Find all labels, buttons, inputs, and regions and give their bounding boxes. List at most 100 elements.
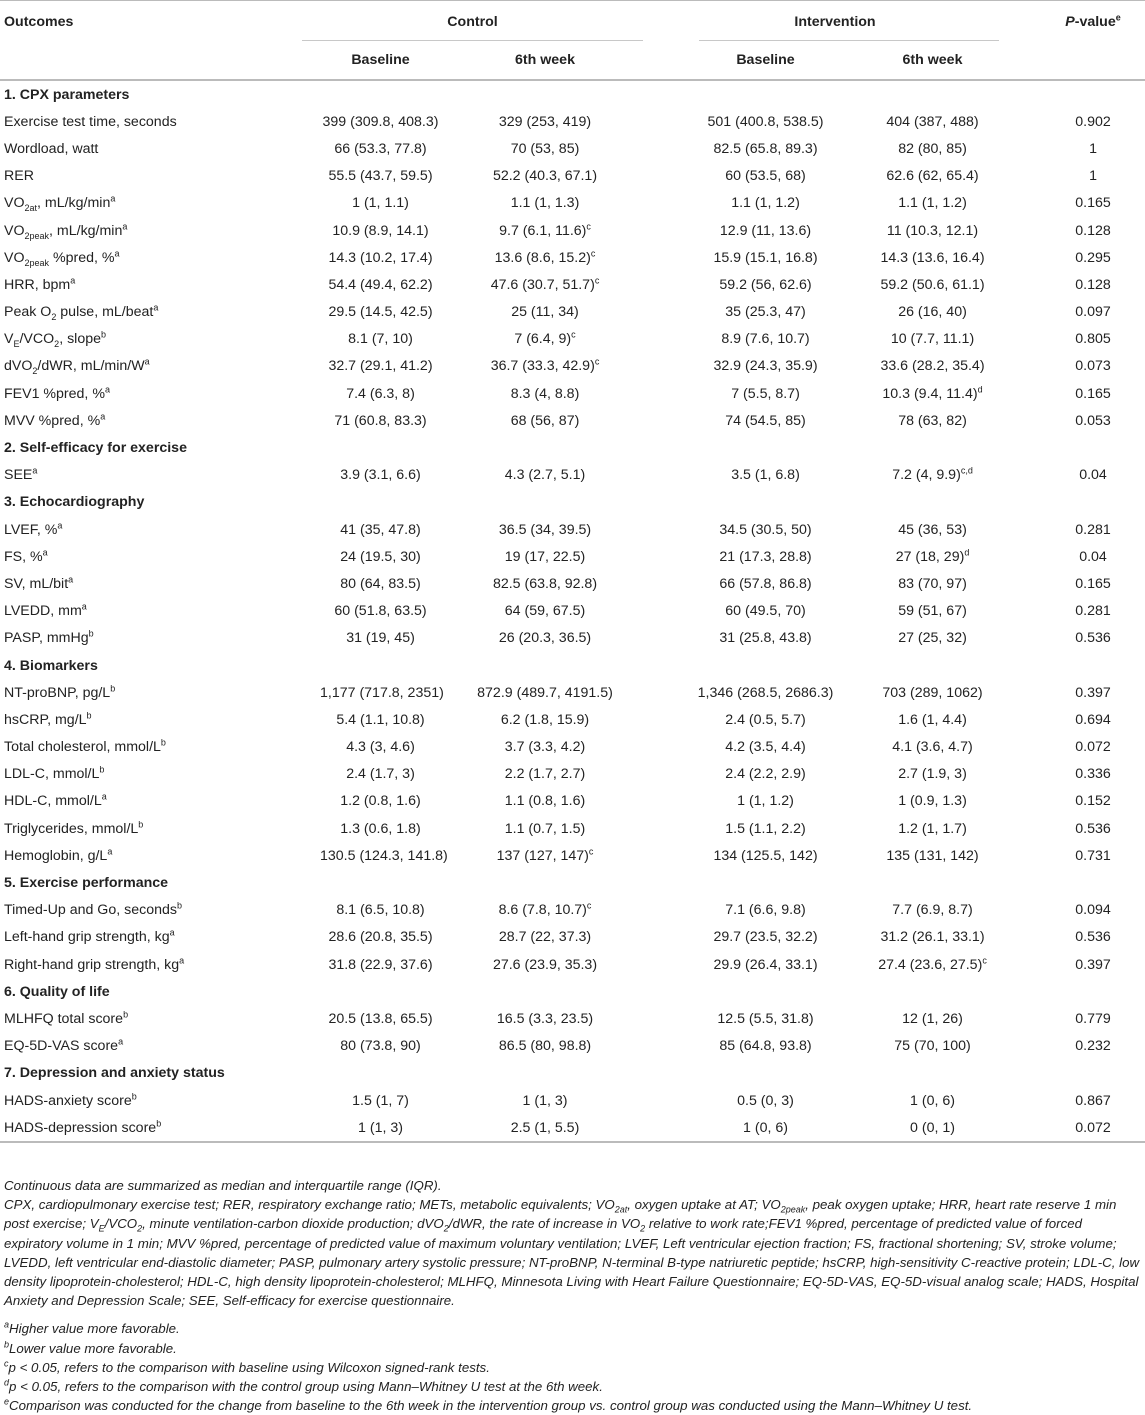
intervention-baseline-cell: 4.2 (3.5, 4.4) [725,739,806,756]
control-baseline-cell: 14.3 (10.2, 17.4) [328,249,433,266]
table-row: hsCRP, mg/Lb 5.4 (1.1, 10.8) 6.2 (1.8, 15.… [0,706,1145,733]
intervention-week6-cell: 59.2 (50.6, 61.1) [880,276,985,293]
footnote-mark: e [4,1396,10,1407]
control-baseline-cell: 31.8 (22.9, 37.6) [328,956,433,973]
table-footnotes: Continuous data are summarized as median… [4,1176,1142,1415]
footnote-list: aHigher value more favorable. bLower valu… [4,1319,1142,1415]
control-week6-cell: 1.1 (0.7, 1.5) [504,820,586,837]
outcomes-header: Outcomes [4,14,74,30]
intervention-baseline-cell: 34.5 (30.5, 50) [719,521,812,538]
section-header-row: 5. Exercise performance [0,869,1145,896]
label-footnote-mark: a [144,356,150,367]
footnote: aHigher value more favorable. [4,1320,180,1337]
control-week6-cell: 6.2 (1.8, 15.9) [500,711,590,728]
intervention-week6-cell: 12 (1, 26) [902,1010,963,1027]
table-row: Wordload, watt 66 (53.3, 77.8) 70 (53, 85)… [0,135,1145,162]
intervention-week6-cell: 0 (0, 1) [850,1114,1026,1144]
intervention-week6-cell: 703 (289, 1062) [882,684,983,701]
control-week6-cell: 52.2 (40.3, 67.1) [492,168,598,185]
control-week6-cell: 28.7 (22, 37.3) [498,929,592,946]
intervention-week6-cell: 27 (25, 32) [898,630,967,647]
pvalue-cell: 1 [1089,140,1097,157]
value-footnote-mark: c,d [960,465,973,476]
table-row: Total cholesterol, mmol/Lb 4.3 (3, 4.6) 3.… [0,734,1145,761]
control-week6-cell: 1.1 (0.8, 1.6) [504,793,586,810]
intervention-baseline-cell: 1 (1, 1.2) [737,793,794,810]
intervention-baseline-cell: 32.9 (24.3, 35.9) [713,358,818,375]
footnote-mark: d [4,1377,10,1388]
value-footnote-mark: c [586,900,592,911]
control-week6-cell: 9.7 (6.1, 11.6)c [499,220,591,239]
label-footnote-mark: b [138,818,144,829]
control-baseline-cell: 32.7 (29.1, 41.2) [328,358,433,375]
row-label: SEEa [4,465,38,484]
label-footnote-mark: b [99,764,105,775]
intervention-baseline-cell: 12.5 (5.5, 31.8) [717,1010,814,1027]
intervention-group-header: Intervention [645,1,1025,42]
control-baseline-cell: 2.4 (1.7, 3) [346,766,415,783]
intervention-week6-cell: 11 (10.3, 12.1) [886,222,979,239]
table-row: Left-hand grip strength, kga 28.6 (20.8, … [0,924,1145,951]
value-footnote-mark: d [964,547,970,558]
value-footnote-mark: c [594,275,600,286]
table-row: HRR, bpma 54.4 (49.4, 62.2) 47.6 (30.7, 51… [0,271,1145,298]
pvalue-cell: 0.867 [1075,1092,1111,1109]
intervention-week6-header: 6th week [850,41,1026,81]
intervention-baseline-cell: 29.9 (26.4, 33.1) [713,956,818,973]
intervention-week6-cell: 62.6 (62, 65.4) [886,168,979,185]
pvalue-cell: 0.097 [1075,304,1111,321]
table-row: MLHFQ total scoreb 20.5 (13.8, 65.5) 16.5 … [0,1005,1145,1032]
table-row: HADS-anxiety scoreb 1.5 (1, 7) 1 (1, 3) 0.5… [0,1087,1145,1114]
pvalue-cell: 0.397 [1075,956,1111,973]
control-week6-cell: 19 (17, 22.5) [504,548,586,565]
row-label: NT-proBNP, pg/Lb [4,682,116,701]
control-baseline-cell: 20.5 (13.8, 65.5) [328,1010,433,1027]
intervention-week6-cell: 33.6 (28.2, 35.4) [880,358,985,375]
control-baseline-cell: 80 (73.8, 90) [340,1038,421,1055]
control-week6-cell: 8.6 (7.8, 10.7)c [498,900,592,919]
pvalue-cell: 0.128 [1075,276,1111,293]
intervention-week6-cell: 59 (51, 67) [898,603,967,620]
intervention-baseline-cell: 3.5 (1, 6.8) [731,467,800,484]
intervention-week6-cell: 4.1 (3.6, 4.7) [892,739,973,756]
label-footnote-mark: a [169,927,175,938]
table-subheader-row: Baseline 6th week Baseline 6th week [0,41,1145,81]
value-footnote-mark: c [571,329,576,340]
footnote: cp < 0.05, refers to the comparison with… [4,1358,490,1375]
control-week6-cell: 1.1 (1, 1.3) [510,195,580,212]
row-label: EQ-5D-VAS scorea [4,1036,124,1055]
intervention-week6-cell: 82 (80, 85) [898,140,967,157]
footnote: dp < 0.05, refers to the comparison with… [4,1377,603,1395]
table-row: RER 55.5 (43.7, 59.5) 52.2 (40.3, 67.1) 60 … [0,163,1145,190]
label-footnote-mark: b [156,1117,162,1128]
section-header-row: 6. Quality of life [0,978,1145,1005]
abbreviations-note: CPX, cardiopulmonary exercise test; RER,… [4,1197,1140,1309]
control-baseline-cell: 399 (309.8, 408.3) [322,113,439,130]
label-footnote-mark: a [110,193,116,204]
label-footnote-mark: a [107,846,113,857]
table-row: LVEF, %a 41 (35, 47.8) 36.5 (34, 39.5) 34.5… [0,516,1145,543]
intervention-week6-cell: 31.2 (26.1, 33.1) [880,929,985,946]
control-week6-cell: 1 (1, 3) [522,1092,568,1109]
label-footnote-mark: a [118,1036,124,1047]
table-row: EQ-5D-VAS scorea 80 (73.8, 90) 86.5 (80, 9… [0,1033,1145,1060]
intervention-baseline-cell: 7.1 (6.6, 9.8) [725,902,806,919]
row-label: HADS-anxiety scoreb [4,1090,137,1109]
table-header-row: Outcomes Control Intervention P-valuee [0,0,1145,42]
label-subscript: E [13,339,20,350]
table-row: VE/VCO2, slopeb 8.1 (7, 10) 7 (6.4, 9)c 8.9… [0,326,1145,353]
control-week6-cell: 8.3 (4, 8.8) [510,385,580,402]
footnote-mark: b [4,1339,10,1350]
row-label: MLHFQ total scoreb [4,1009,129,1027]
empty-header-cell [0,41,300,81]
control-baseline-cell: 31 (19, 45) [346,630,415,647]
label-footnote-mark: a [104,383,110,394]
control-baseline-cell: 54.4 (49.4, 62.2) [328,276,433,293]
label-subscript: 2at [24,203,38,214]
label-footnote-mark: a [42,547,48,558]
label-footnote-mark: b [160,737,166,748]
intervention-baseline-cell: 1.1 (1, 1.2) [731,195,800,212]
pvalue-header: P-valuee [1065,12,1121,30]
control-week6-cell: 64 (59, 67.5) [504,603,586,620]
intervention-week6-cell: 135 (131, 142) [886,847,979,864]
